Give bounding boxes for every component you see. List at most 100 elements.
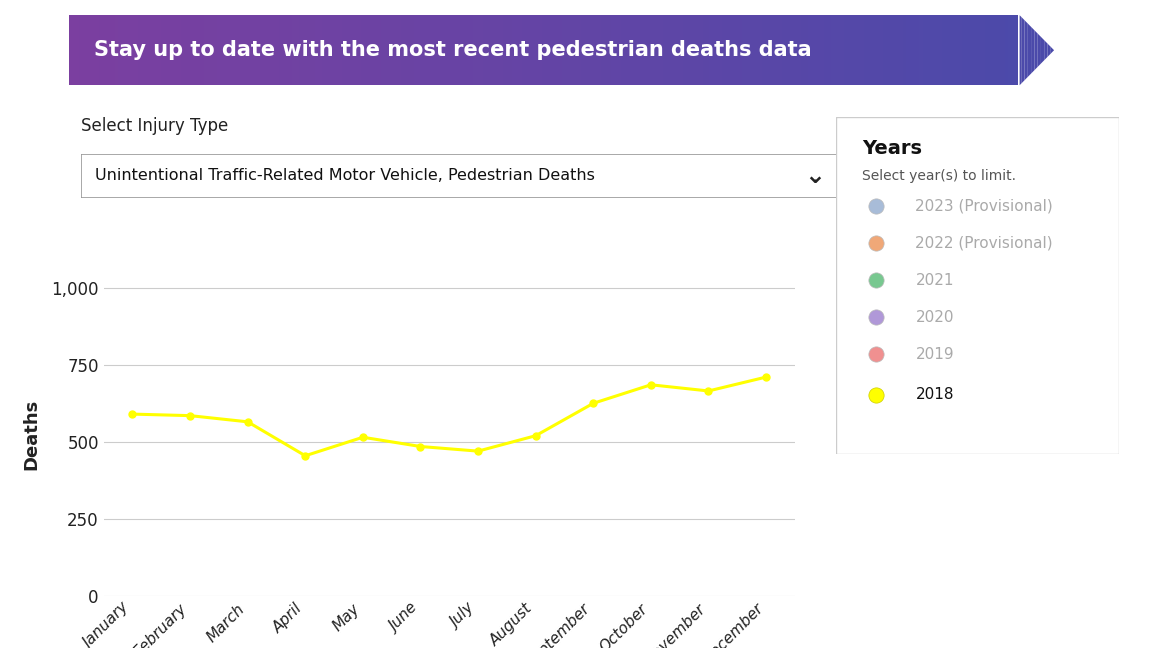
Polygon shape — [227, 15, 230, 86]
Polygon shape — [453, 15, 456, 86]
Polygon shape — [749, 15, 752, 86]
Polygon shape — [424, 15, 427, 86]
Polygon shape — [378, 15, 381, 86]
Polygon shape — [96, 15, 99, 86]
Text: Select year(s) to limit.: Select year(s) to limit. — [862, 169, 1016, 183]
Polygon shape — [151, 15, 154, 86]
Polygon shape — [607, 15, 611, 86]
Polygon shape — [795, 15, 798, 86]
Polygon shape — [683, 15, 687, 86]
Polygon shape — [942, 15, 946, 86]
Polygon shape — [131, 15, 135, 86]
Polygon shape — [802, 15, 804, 86]
Polygon shape — [437, 15, 440, 86]
Polygon shape — [821, 15, 824, 86]
Polygon shape — [309, 15, 312, 86]
Polygon shape — [907, 15, 910, 86]
Polygon shape — [417, 15, 420, 86]
Polygon shape — [351, 15, 355, 86]
Polygon shape — [788, 15, 791, 86]
Polygon shape — [463, 15, 467, 86]
Text: Unintentional Traffic-Related Motor Vehicle, Pedestrian Deaths: Unintentional Traffic-Related Motor Vehi… — [94, 168, 594, 183]
Polygon shape — [699, 15, 703, 86]
Y-axis label: Deaths: Deaths — [22, 399, 40, 470]
Polygon shape — [112, 15, 115, 86]
Polygon shape — [460, 15, 463, 86]
Polygon shape — [710, 15, 713, 86]
Polygon shape — [298, 15, 302, 86]
Polygon shape — [270, 15, 273, 86]
Polygon shape — [99, 15, 101, 86]
Polygon shape — [374, 15, 378, 86]
Polygon shape — [564, 15, 568, 86]
Polygon shape — [243, 15, 247, 86]
Polygon shape — [420, 15, 424, 86]
Polygon shape — [630, 15, 634, 86]
Polygon shape — [101, 15, 105, 86]
Polygon shape — [854, 15, 857, 86]
Polygon shape — [896, 15, 900, 86]
Polygon shape — [568, 15, 571, 86]
Polygon shape — [253, 15, 256, 86]
Polygon shape — [930, 15, 933, 86]
Polygon shape — [92, 15, 96, 86]
Polygon shape — [142, 15, 145, 86]
Polygon shape — [933, 15, 935, 86]
Polygon shape — [408, 15, 410, 86]
Polygon shape — [811, 15, 814, 86]
Polygon shape — [903, 15, 907, 86]
Polygon shape — [768, 15, 772, 86]
Polygon shape — [115, 15, 119, 86]
Polygon shape — [506, 15, 509, 86]
Polygon shape — [884, 15, 887, 86]
Polygon shape — [316, 15, 319, 86]
Polygon shape — [328, 15, 332, 86]
Polygon shape — [999, 15, 1001, 86]
Polygon shape — [690, 15, 692, 86]
Polygon shape — [529, 15, 532, 86]
Polygon shape — [761, 15, 765, 86]
Polygon shape — [946, 15, 949, 86]
Polygon shape — [591, 15, 594, 86]
Polygon shape — [1044, 40, 1047, 60]
Polygon shape — [752, 15, 756, 86]
Polygon shape — [857, 15, 861, 86]
Polygon shape — [804, 15, 808, 86]
Polygon shape — [1041, 37, 1044, 64]
Polygon shape — [69, 15, 73, 86]
Polygon shape — [864, 15, 867, 86]
Polygon shape — [680, 15, 683, 86]
Polygon shape — [923, 15, 926, 86]
Polygon shape — [953, 15, 955, 86]
Polygon shape — [880, 15, 884, 86]
Polygon shape — [518, 15, 522, 86]
Polygon shape — [978, 15, 982, 86]
Polygon shape — [223, 15, 227, 86]
Polygon shape — [470, 15, 473, 86]
Polygon shape — [410, 15, 414, 86]
Polygon shape — [900, 15, 903, 86]
Polygon shape — [831, 15, 834, 86]
Polygon shape — [614, 15, 617, 86]
FancyBboxPatch shape — [81, 154, 852, 198]
Polygon shape — [213, 15, 217, 86]
Polygon shape — [1024, 20, 1028, 80]
Polygon shape — [355, 15, 358, 86]
Polygon shape — [541, 15, 545, 86]
Polygon shape — [738, 15, 742, 86]
Polygon shape — [119, 15, 122, 86]
Polygon shape — [490, 15, 493, 86]
Polygon shape — [873, 15, 877, 86]
Polygon shape — [621, 15, 624, 86]
Polygon shape — [687, 15, 690, 86]
Polygon shape — [495, 15, 499, 86]
Polygon shape — [319, 15, 321, 86]
Polygon shape — [154, 15, 158, 86]
Polygon shape — [89, 15, 92, 86]
Polygon shape — [578, 15, 582, 86]
Polygon shape — [236, 15, 240, 86]
Polygon shape — [919, 15, 923, 86]
Polygon shape — [293, 15, 296, 86]
Polygon shape — [188, 15, 190, 86]
Polygon shape — [364, 15, 367, 86]
